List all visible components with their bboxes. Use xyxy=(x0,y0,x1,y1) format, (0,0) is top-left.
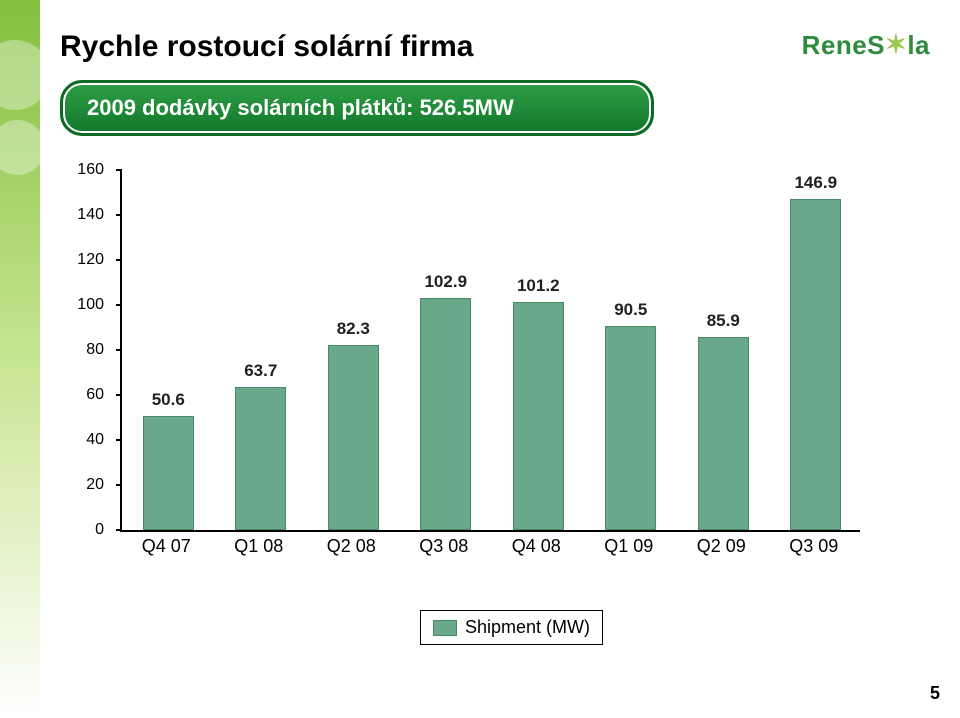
legend-swatch xyxy=(433,620,457,636)
bar xyxy=(698,337,749,530)
y-tick-label: 100 xyxy=(77,296,104,314)
bar-value-label: 146.9 xyxy=(794,173,837,193)
bar xyxy=(605,326,656,530)
y-tick xyxy=(116,304,122,306)
x-tick-label: Q4 07 xyxy=(142,536,191,557)
bar xyxy=(328,345,379,530)
bar-value-label: 82.3 xyxy=(337,319,370,339)
y-tick xyxy=(116,349,122,351)
page-number: 5 xyxy=(930,683,940,704)
bar xyxy=(790,199,841,530)
y-tick-label: 120 xyxy=(77,251,104,269)
bar xyxy=(143,416,194,530)
y-tick-label: 80 xyxy=(86,341,104,359)
bar xyxy=(513,302,564,530)
y-tick-label: 60 xyxy=(86,386,104,404)
y-tick-label: 40 xyxy=(86,431,104,449)
y-tick-label: 140 xyxy=(77,206,104,224)
subtitle-badge: 2009 dodávky solárních plátků: 526.5MW xyxy=(60,80,654,136)
y-tick xyxy=(116,169,122,171)
logo-part-la: la xyxy=(907,30,930,60)
y-axis-labels: 020406080100120140160 xyxy=(60,170,110,530)
bar-value-label: 90.5 xyxy=(614,300,647,320)
plot-area: 50.6 63.7 82.3 102.9 101.2 90.5 85.9 146.9 xyxy=(120,170,860,532)
logo-part-s: S xyxy=(867,30,885,60)
y-tick-label: 160 xyxy=(77,161,104,179)
logo-part-rene: Rene xyxy=(802,30,868,60)
slide: Rychle rostoucí solární firma ReneS✶la 2… xyxy=(0,0,960,718)
chart-legend: Shipment (MW) xyxy=(420,610,603,645)
y-tick-label: 0 xyxy=(95,521,104,539)
bar xyxy=(420,298,471,530)
x-tick-label: Q2 09 xyxy=(697,536,746,557)
y-tick xyxy=(116,394,122,396)
y-tick xyxy=(116,484,122,486)
bars-container: 50.6 63.7 82.3 102.9 101.2 90.5 85.9 146.9 xyxy=(122,170,860,530)
x-tick-label: Q2 08 xyxy=(327,536,376,557)
page-title: Rychle rostoucí solární firma xyxy=(60,30,920,64)
y-tick xyxy=(116,259,122,261)
bar xyxy=(235,387,286,530)
decorative-strip xyxy=(0,0,40,718)
x-tick-label: Q4 08 xyxy=(512,536,561,557)
legend-label: Shipment (MW) xyxy=(465,617,590,638)
x-tick-label: Q3 08 xyxy=(419,536,468,557)
y-tick xyxy=(116,439,122,441)
bar-value-label: 85.9 xyxy=(707,311,740,331)
bar-value-label: 101.2 xyxy=(517,276,560,296)
logo-star-icon: ✶ xyxy=(885,29,907,60)
bar-value-label: 63.7 xyxy=(244,361,277,381)
bar-value-label: 102.9 xyxy=(424,272,467,292)
brand-logo: ReneS✶la xyxy=(802,30,930,61)
y-tick xyxy=(116,214,122,216)
shipment-bar-chart: 020406080100120140160 50.663.782.3102.91… xyxy=(60,170,860,530)
x-tick-label: Q3 09 xyxy=(789,536,838,557)
x-axis-labels: Q4 07 Q1 08 Q2 08 Q3 08 Q4 08 Q1 09 Q2 09 Q3 09 xyxy=(120,536,860,560)
x-tick-label: Q1 08 xyxy=(234,536,283,557)
x-tick-label: Q1 09 xyxy=(604,536,653,557)
y-tick xyxy=(116,529,122,531)
bar-value-label: 50.6 xyxy=(152,390,185,410)
y-tick-label: 20 xyxy=(86,476,104,494)
